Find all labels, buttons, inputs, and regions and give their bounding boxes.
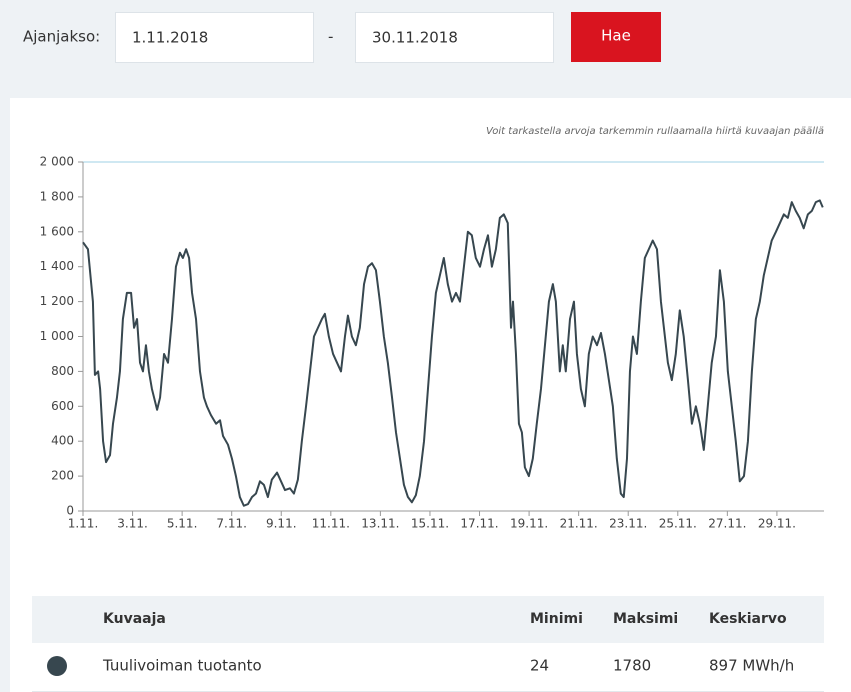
search-button-label: Hae: [601, 27, 631, 45]
period-label: Ajanjakso:: [23, 28, 100, 46]
series-line: [82, 199, 824, 507]
end-date-input[interactable]: [355, 12, 554, 63]
series-name: Tuulivoiman tuotanto: [102, 657, 262, 675]
y-tick-label: 800: [51, 364, 74, 378]
y-tick-label: 1 000: [40, 329, 74, 343]
table-header: Maksimi: [613, 611, 678, 627]
x-tick-label: 23.11.: [609, 517, 647, 531]
x-tick-label: 25.11.: [659, 517, 697, 531]
table-header: Keskiarvo: [709, 611, 787, 627]
y-tick-label: 1 200: [40, 294, 74, 308]
y-tick-label: 1 600: [40, 224, 74, 238]
x-tick-label: 15.11.: [411, 517, 449, 531]
start-date-input[interactable]: [115, 12, 314, 63]
end-date: 30.11.2018: [372, 29, 458, 47]
x-tick-label: 27.11.: [708, 517, 746, 531]
x-tick-label: 5.11.: [167, 517, 198, 531]
x-tick-label: 17.11.: [460, 517, 498, 531]
table-header: Minimi: [530, 611, 583, 627]
x-tick-label: 11.11.: [312, 517, 350, 531]
x-tick-label: 9.11.: [266, 517, 297, 531]
chart: 0 200 400 600 800 1 000 1 200 1 400 1 600 1 800 2 …: [40, 155, 824, 531]
y-tick-label: 1 400: [40, 259, 74, 273]
search-button[interactable]: [571, 12, 661, 62]
start-date: 1.11.2018: [132, 29, 208, 47]
mean-value: 897 MWh/h: [709, 657, 794, 675]
y-tick-label: 2 000: [40, 155, 74, 169]
x-tick-label: 3.11.: [117, 517, 148, 531]
separator: -: [328, 28, 333, 46]
y-tick-label: 0: [66, 504, 74, 518]
x-tick-label: 19.11.: [510, 517, 548, 531]
series-dot: [47, 656, 67, 676]
x-tick-label: 1.11.: [68, 517, 99, 531]
table-header: Kuvaaja: [103, 611, 166, 627]
x-tick-label: 21.11.: [560, 517, 598, 531]
max-value: 1780: [613, 657, 651, 675]
x-tick-label: 7.11.: [216, 517, 247, 531]
y-tick-label: 400: [51, 434, 74, 448]
hint: Voit tarkastella arvoja tarkemmin rullaa…: [486, 126, 824, 137]
y-tick-label: 200: [51, 469, 74, 483]
table-header-row: [32, 596, 824, 643]
card: [10, 98, 851, 692]
x-tick-label: 13.11.: [361, 517, 399, 531]
y-tick-label: 600: [51, 399, 74, 413]
y-tick-label: 1 800: [40, 189, 74, 203]
x-tick-label: 29.11.: [758, 517, 796, 531]
min-value: 24: [530, 657, 549, 675]
